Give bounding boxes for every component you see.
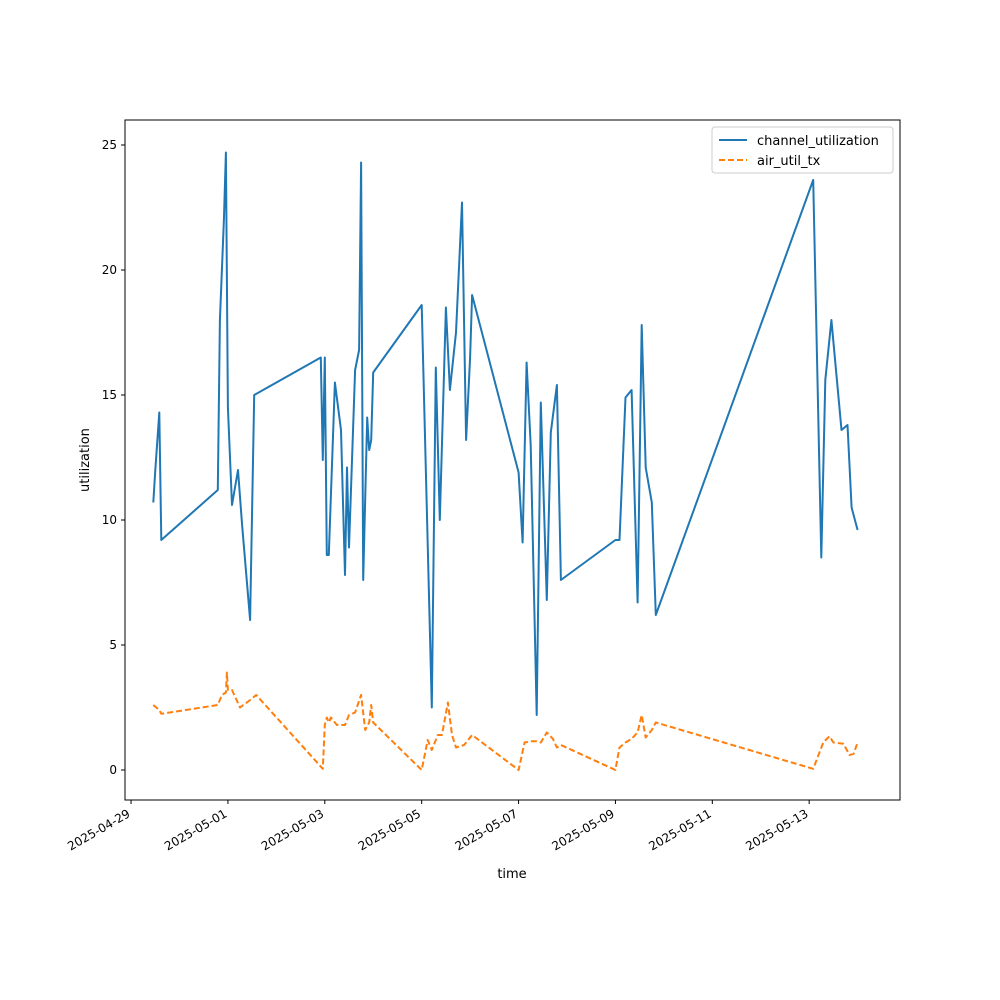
y-tick-label: 5	[109, 638, 117, 652]
legend: channel_utilization air_util_tx	[711, 126, 894, 174]
y-axis-label: utilization	[78, 428, 93, 492]
axes-frame	[124, 119, 901, 801]
y-axis-ticks: 0 5 10 15 20 25	[102, 138, 125, 777]
y-tick-label: 15	[102, 388, 117, 402]
y-tick-label: 0	[109, 763, 117, 777]
y-tick-label: 10	[102, 513, 117, 527]
series-line-channel-utilization	[152, 151, 859, 716]
legend-box	[711, 126, 894, 174]
x-axis-label: time	[497, 867, 526, 882]
legend-label-channel-utilization: channel_utilization	[757, 134, 879, 149]
legend-label-air-util-tx: air_util_tx	[757, 154, 821, 169]
series-line-air-util-tx	[152, 671, 859, 771]
y-tick-label: 25	[102, 138, 117, 152]
y-tick-label: 20	[102, 263, 117, 277]
plot-area	[152, 151, 859, 771]
